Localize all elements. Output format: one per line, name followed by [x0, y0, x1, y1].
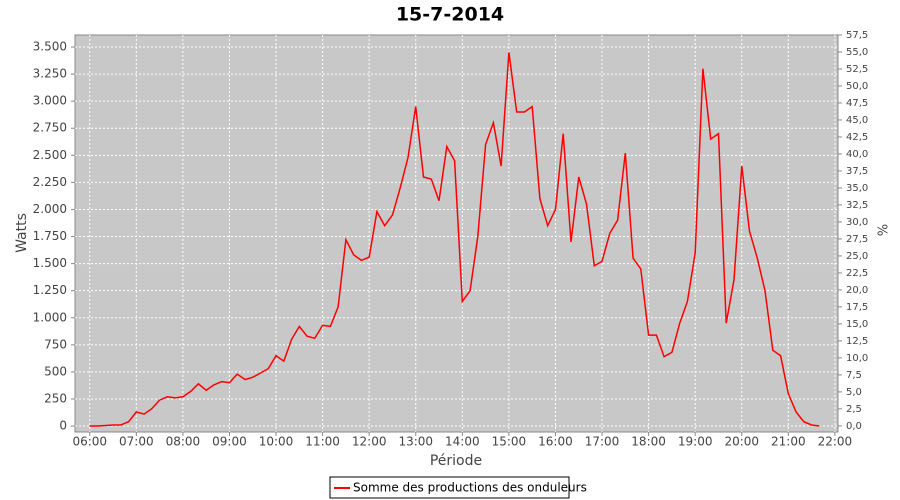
- y2-tick-label: 55,0: [846, 47, 868, 58]
- y2-tick-label: 30,0: [846, 217, 868, 228]
- y2-tick-label: 7,5: [846, 370, 862, 381]
- y2-tick-label: 57,5: [846, 30, 868, 41]
- y-tick-label: 0: [59, 419, 67, 433]
- x-tick-label: 12:00: [352, 435, 387, 449]
- x-tick-label: 15:00: [492, 435, 527, 449]
- legend-box: [329, 476, 570, 499]
- y-tick-label: 500: [44, 364, 67, 378]
- x-tick-label: 16:00: [538, 435, 573, 449]
- x-tick-label: 14:00: [445, 435, 480, 449]
- y2-tick-label: 22,5: [846, 268, 868, 279]
- y-tick-label: 1.750: [33, 229, 67, 243]
- x-tick-label: 21:00: [771, 435, 806, 449]
- x-tick-label: 08:00: [166, 435, 201, 449]
- y2-tick-label: 12,5: [846, 336, 868, 347]
- x-tick-label: 17:00: [585, 435, 620, 449]
- legend: Somme des productions des onduleurs: [329, 476, 587, 499]
- x-tick-label: 06:00: [72, 435, 107, 449]
- y2-tick-label: 15,0: [846, 319, 868, 330]
- y2-tick-label: 52,5: [846, 64, 868, 75]
- line-series: [89, 52, 820, 427]
- y2-tick-label: 25,0: [846, 251, 868, 262]
- y-tick-label: 3.000: [33, 94, 67, 108]
- y2-tick-label: 5,0: [846, 387, 862, 398]
- x-tick-label: 22:00: [818, 435, 853, 449]
- y2-tick-label: 10,0: [846, 353, 868, 364]
- y2-tick-label: 17,5: [846, 302, 868, 313]
- chart-title: 15-7-2014: [396, 4, 504, 26]
- y2-tick-label: 27,5: [846, 234, 868, 245]
- legend-label: Somme des productions des onduleurs: [353, 481, 587, 495]
- x-tick-label: 11:00: [305, 435, 340, 449]
- y-tick-label: 1.000: [33, 310, 67, 324]
- y-axis-label: Watts: [14, 213, 30, 253]
- y2-tick-label: 20,0: [846, 285, 868, 296]
- x-tick-label: 18:00: [631, 435, 666, 449]
- x-tick-label: 13:00: [398, 435, 433, 449]
- x-tick-label: 09:00: [212, 435, 247, 449]
- y-tick-label: 750: [44, 337, 67, 351]
- y2-tick-label: 45,0: [846, 115, 868, 126]
- y2-tick-label: 32,5: [846, 200, 868, 211]
- y2-tick-label: 2,5: [846, 404, 862, 415]
- y2-axis-label: %: [874, 224, 889, 236]
- y-tick-label: 3.250: [33, 67, 67, 81]
- x-tick-label: 20:00: [724, 435, 759, 449]
- y-tick-label: 1.250: [33, 283, 67, 297]
- y-tick-label: 2.500: [33, 148, 67, 162]
- y2-tick-label: 0,0: [846, 421, 862, 432]
- plot-area: [74, 34, 839, 433]
- x-axis-label: Période: [430, 453, 482, 469]
- y2-tick-label: 35,0: [846, 183, 868, 194]
- y2-tick-label: 50,0: [846, 81, 868, 92]
- y-tick-label: 250: [44, 391, 67, 405]
- y-tick-label: 3.500: [33, 40, 67, 54]
- x-tick-label: 07:00: [119, 435, 154, 449]
- y2-tick-label: 40,0: [846, 149, 868, 160]
- y2-tick-label: 42,5: [846, 132, 868, 143]
- y-tick-label: 2.250: [33, 175, 67, 189]
- y2-tick-label: 37,5: [846, 166, 868, 177]
- x-tick-label: 19:00: [678, 435, 713, 449]
- y-tick-label: 2.000: [33, 202, 67, 216]
- y-tick-label: 1.500: [33, 256, 67, 270]
- x-tick-label: 10:00: [259, 435, 294, 449]
- y2-tick-label: 47,5: [846, 98, 868, 109]
- y-tick-label: 2.750: [33, 121, 67, 135]
